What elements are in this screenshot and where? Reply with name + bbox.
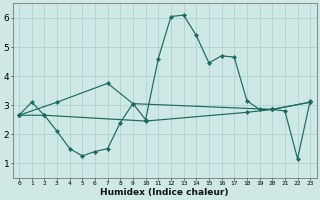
X-axis label: Humidex (Indice chaleur): Humidex (Indice chaleur)	[100, 188, 229, 197]
